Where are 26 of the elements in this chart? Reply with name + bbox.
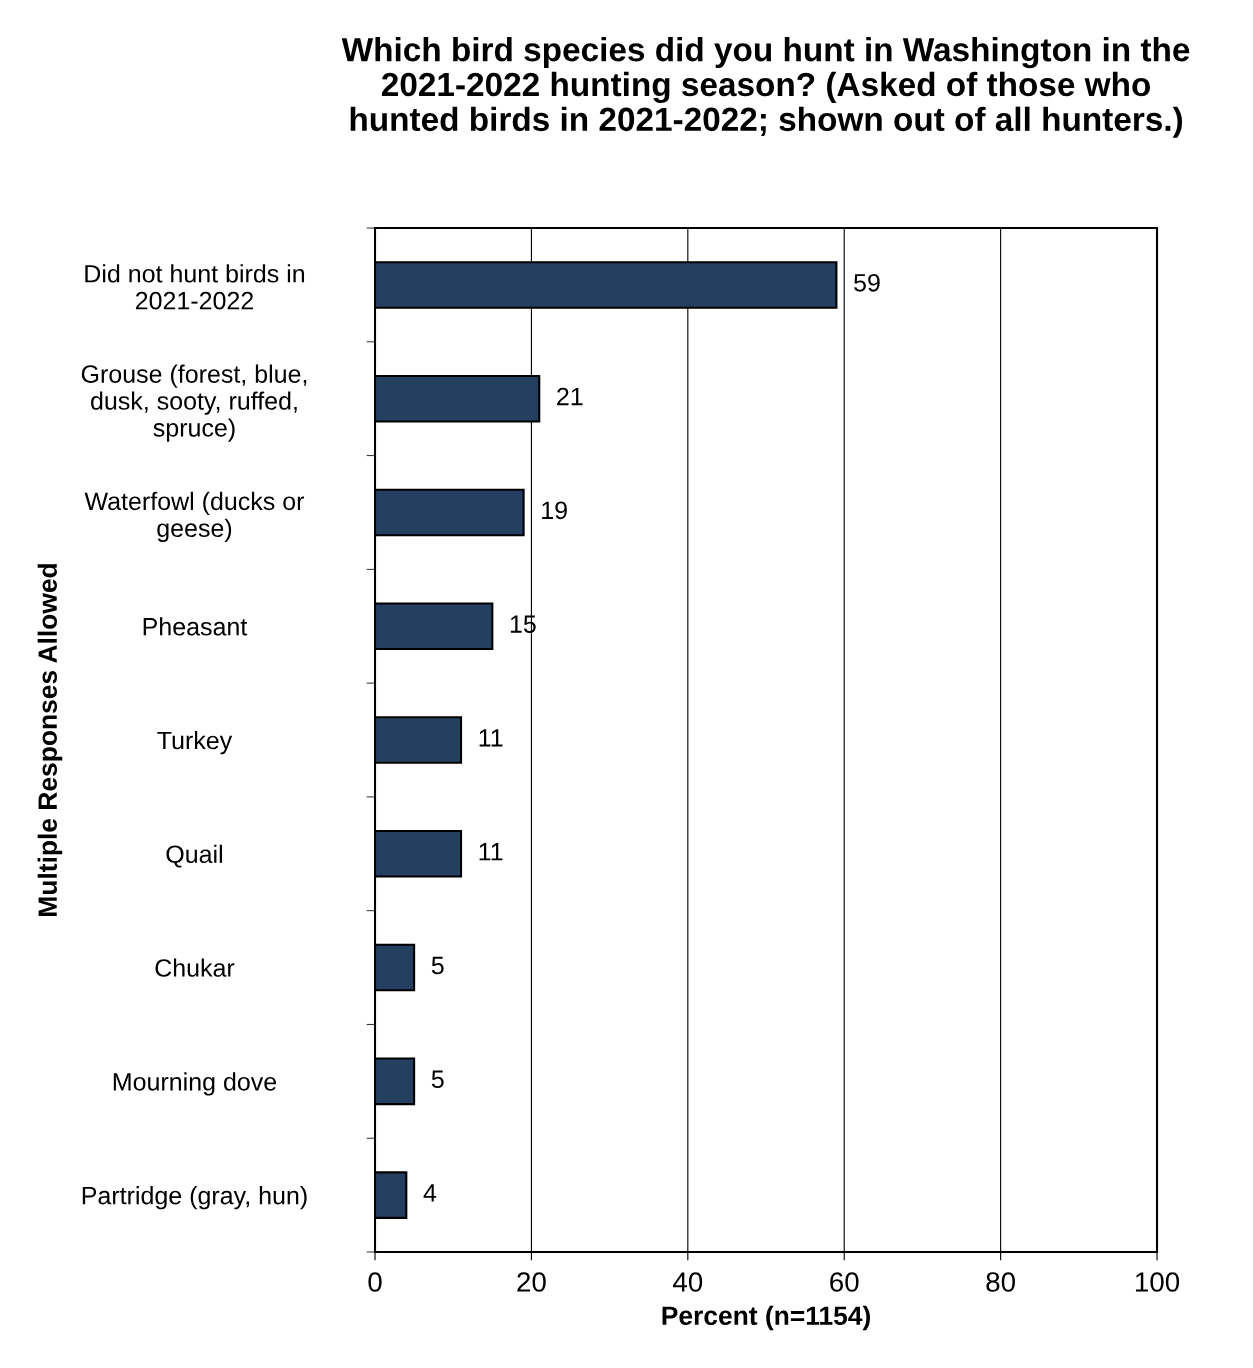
y-tick-label: Chukar [155, 958, 235, 977]
x-tick-label: 20 [517, 1272, 546, 1292]
data-label: 59 [854, 273, 880, 292]
x-tick-label: 0 [368, 1272, 382, 1292]
x-axis-title: Percent (n=1154) [662, 1305, 870, 1331]
data-label: 21 [557, 387, 583, 406]
data-label: 5 [431, 1070, 444, 1089]
data-label: 5 [431, 956, 444, 975]
data-label: 11 [479, 843, 503, 861]
x-tick-label: 80 [986, 1272, 1015, 1292]
y-tick-label: Quail [166, 844, 222, 868]
data-label: 4 [423, 1184, 437, 1202]
y-tick-label: Pheasant [143, 617, 248, 636]
x-tick-label: 40 [673, 1272, 703, 1292]
y-tick-label: Waterfowl (ducks or geese) [84, 491, 305, 542]
chart-title: Which bird species did you hunt in Washington in the 2021-2022 hunting season? (Asked of those who hunted birds in 2021-2022; shown out of all hunters.) [341, 36, 1190, 138]
x-tick-label: 60 [830, 1272, 859, 1292]
data-label: 11 [479, 729, 503, 747]
x-tick-label: 100 [1135, 1272, 1180, 1292]
y-tick-label: Mourning dove [113, 1072, 277, 1096]
data-label: 19 [542, 501, 567, 520]
y-tick-label: Did not hunt birds in 2021-2022 [85, 264, 305, 310]
y-tick-label: Grouse (forest, blue, dusk, sooty, ruffed, spruce) [81, 364, 307, 442]
y-axis-title: Multiple Responses Allowed [37, 564, 63, 916]
y-tick-label: Turkey [157, 730, 233, 755]
y-tick-label: Partridge (gray, hun) [82, 1186, 307, 1210]
